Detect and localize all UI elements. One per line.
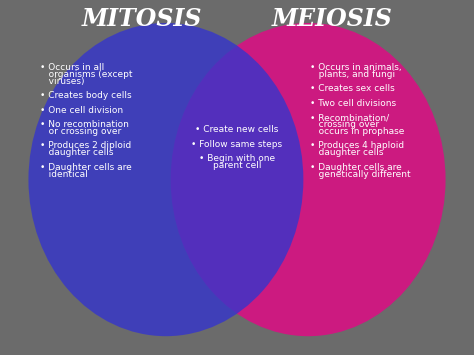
Text: identical: identical — [40, 170, 88, 179]
Text: daughter cells: daughter cells — [40, 148, 114, 157]
Text: • Creates body cells: • Creates body cells — [40, 91, 132, 100]
Text: parent cell: parent cell — [213, 161, 261, 170]
Text: daughter cells: daughter cells — [310, 148, 384, 157]
Text: • Begin with one: • Begin with one — [199, 154, 275, 163]
Text: • Recombination/: • Recombination/ — [310, 113, 390, 122]
Text: • One cell division: • One cell division — [40, 105, 123, 115]
Text: occurs in prophase: occurs in prophase — [310, 127, 405, 136]
Text: • Daughter cells are: • Daughter cells are — [310, 163, 402, 172]
Text: genetically different: genetically different — [310, 170, 411, 179]
Text: MEIOSIS: MEIOSIS — [272, 7, 392, 31]
Text: • No recombination: • No recombination — [40, 120, 129, 129]
Text: • Follow same steps: • Follow same steps — [191, 140, 283, 149]
Text: • Daughter cells are: • Daughter cells are — [40, 163, 132, 172]
Ellipse shape — [28, 23, 303, 336]
Text: • Produces 4 haploid: • Produces 4 haploid — [310, 142, 405, 151]
Text: • Creates sex cells: • Creates sex cells — [310, 84, 395, 93]
Ellipse shape — [171, 23, 446, 336]
Text: • Create new cells: • Create new cells — [195, 125, 279, 134]
Text: • Occurs in animals,: • Occurs in animals, — [310, 62, 402, 72]
Text: or crossing over: or crossing over — [40, 127, 121, 136]
Text: • Two cell divisions: • Two cell divisions — [310, 99, 397, 108]
Text: • Produces 2 diploid: • Produces 2 diploid — [40, 142, 132, 151]
Text: plants, and fungi: plants, and fungi — [310, 70, 396, 78]
Text: • Occurs in all: • Occurs in all — [40, 62, 105, 72]
Text: MITOSIS: MITOSIS — [82, 7, 202, 31]
Text: viruses): viruses) — [40, 77, 85, 86]
Text: organisms (except: organisms (except — [40, 70, 133, 78]
Text: crossing over: crossing over — [310, 120, 380, 129]
